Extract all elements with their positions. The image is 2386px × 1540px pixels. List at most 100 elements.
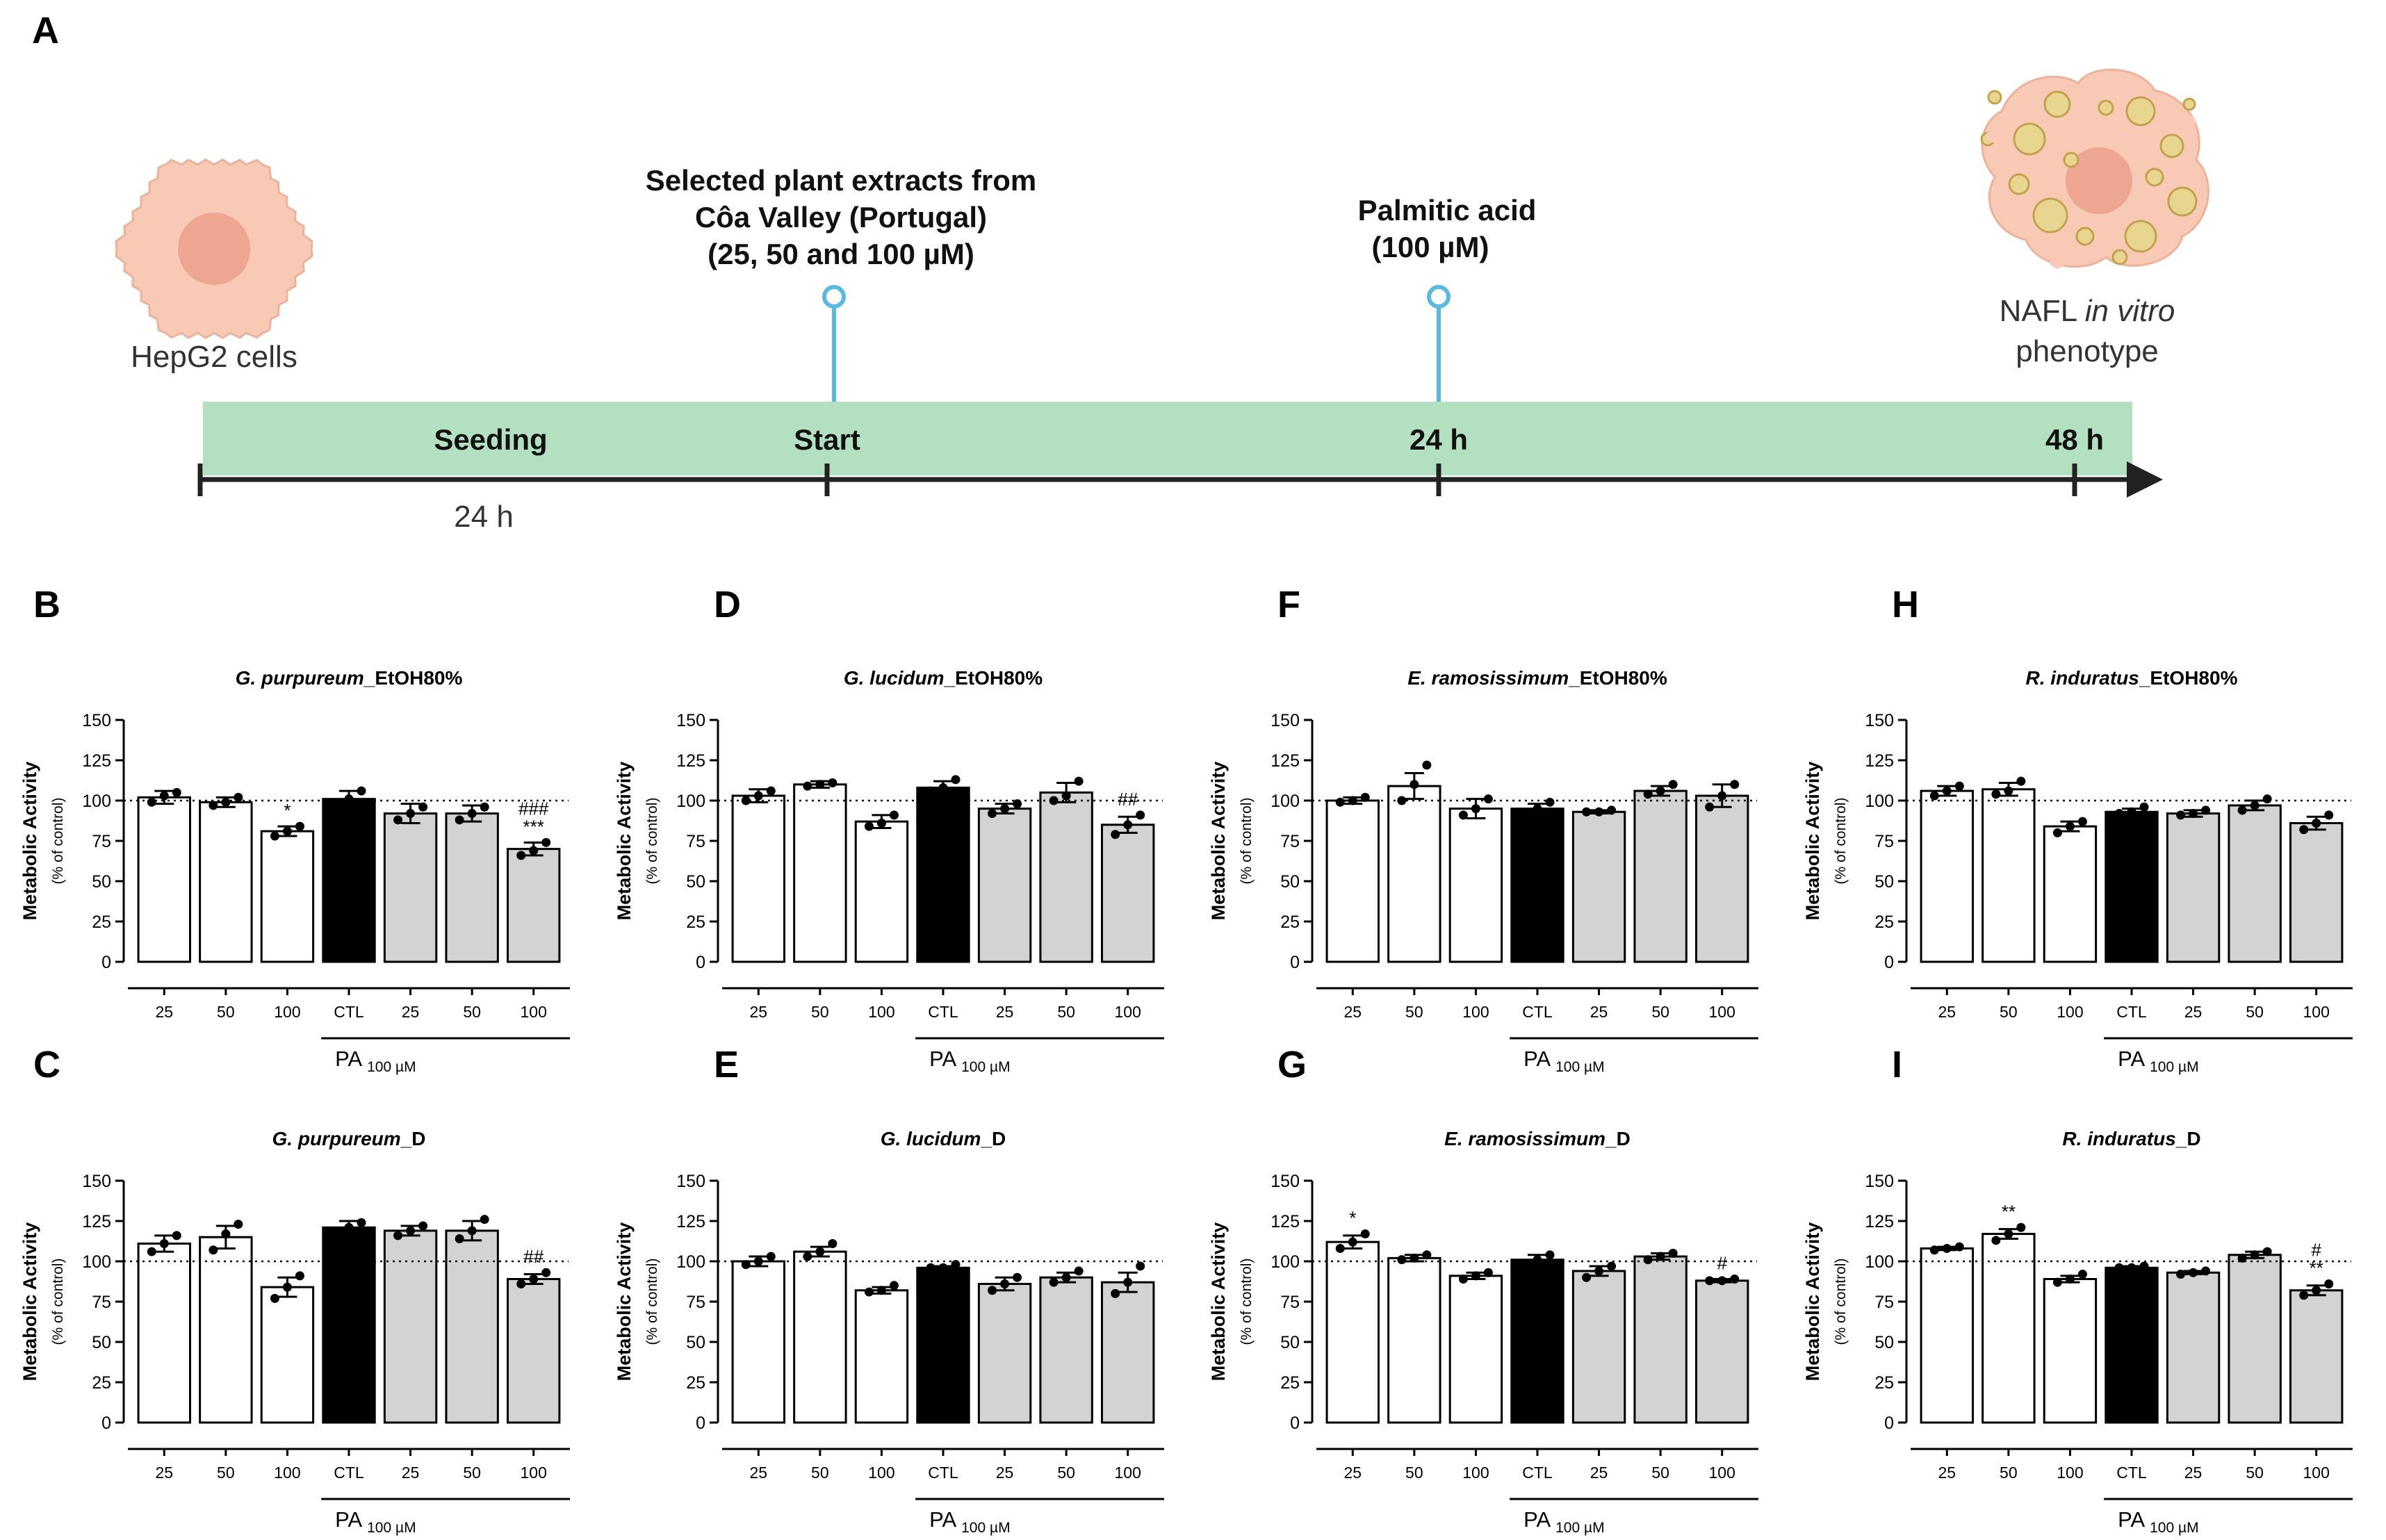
data-point: [529, 1275, 539, 1284]
pa-group-label: PA 100 µM: [1523, 1507, 1604, 1536]
extract-line-3: (25, 50 and 100 µM): [708, 238, 974, 270]
pa-group-label: PA 100 µM: [929, 1047, 1010, 1075]
bar: [2105, 1266, 2159, 1424]
y-axis-label: Metabolic Activity: [1208, 1222, 1229, 1382]
data-point: [1049, 796, 1059, 805]
data-point: [889, 1281, 899, 1291]
significance-marker: #: [1717, 1253, 1727, 1274]
lipid-droplet-icon: [2125, 96, 2156, 126]
bar: [1325, 799, 1380, 963]
bar: [1387, 785, 1441, 963]
data-point: [1942, 786, 1952, 796]
data-point: [393, 1231, 403, 1240]
bar: [2105, 810, 2159, 963]
x-tick-label: 100: [1709, 1464, 1735, 1482]
data-point: [766, 1252, 776, 1261]
y-tick-label: 25: [1874, 912, 1894, 932]
data-point: [1111, 830, 1120, 839]
y-tick-label: 75: [92, 832, 111, 851]
data-point: [357, 1218, 366, 1227]
data-point: [467, 1226, 477, 1236]
data-point: [2114, 809, 2124, 819]
marker-start-icon: [822, 285, 846, 309]
data-point: [344, 1222, 354, 1232]
data-point: [2077, 817, 2087, 826]
data-point: [467, 809, 477, 819]
pa-group-label-text: PA: [929, 1047, 961, 1071]
data-point: [1643, 1255, 1653, 1265]
lipid-droplet-icon: [2013, 122, 2046, 156]
data-point: [1929, 1245, 1939, 1255]
bar: [322, 1226, 376, 1424]
chart-title-suffix: _EtOH80%: [363, 667, 463, 689]
x-tick-label: 100: [868, 1003, 894, 1021]
y-tick-label: 50: [686, 872, 705, 892]
y-tick-label: 125: [1865, 751, 1894, 771]
y-tick-label: 150: [1270, 711, 1300, 730]
data-point: [1656, 1252, 1665, 1261]
y-tick-label: 50: [1874, 1333, 1894, 1352]
x-tick-label: 25: [1590, 1003, 1608, 1021]
data-point: [2114, 1263, 2124, 1272]
data-point: [1929, 791, 1939, 801]
data-point: [541, 1268, 551, 1277]
pa-group-label-text: PA: [1523, 1047, 1555, 1071]
chart-title: G. lucidum_D: [881, 1128, 1006, 1149]
data-point: [221, 1229, 231, 1239]
y-tick-label: 0: [101, 953, 111, 972]
data-point: [2016, 1222, 2026, 1232]
data-point: [1483, 1268, 1493, 1277]
bar: [1981, 1233, 2036, 1424]
data-point: [1348, 796, 1357, 805]
pa-group-sublabel: 100 µM: [2150, 1059, 2198, 1075]
data-point: [1483, 794, 1493, 804]
y-tick-label: 100: [676, 792, 705, 811]
bar: [1510, 808, 1564, 963]
y-tick-label: 125: [1270, 1212, 1300, 1231]
data-point: [753, 1256, 763, 1266]
nafl-label-text: NAFL: [2000, 294, 2085, 328]
lipid-droplet-icon: [2159, 133, 2184, 158]
bar: [199, 801, 253, 963]
chart-panel-f: F E. ramosissimum_EtOH80% 0 25 50 75 100 125 150…: [1208, 584, 1758, 1075]
lipid-droplet-icon: [2167, 186, 2198, 217]
data-point: [2201, 1266, 2211, 1276]
y-tick-label: 75: [1280, 1293, 1300, 1312]
chart-title-species: G. lucidum: [844, 667, 945, 689]
pa-group-label-text: PA: [335, 1047, 367, 1071]
data-point: [2065, 821, 2075, 831]
data-point: [2139, 802, 2149, 812]
pa-group-label-text: PA: [335, 1507, 367, 1532]
data-point: [332, 799, 341, 809]
chart-title-species: R. induratus: [2026, 667, 2139, 689]
x-tick-label: 25: [749, 1464, 767, 1482]
y-tick-label: 125: [82, 1212, 111, 1231]
pa-line-2: (100 µM): [1372, 231, 1489, 263]
data-point: [1730, 1275, 1740, 1284]
data-point: [455, 815, 464, 825]
y-tick-label: 25: [1280, 1373, 1300, 1393]
x-tick-label: 25: [402, 1464, 420, 1482]
x-tick-label: 50: [2246, 1464, 2264, 1482]
timeline-24h: 24 h: [1409, 423, 1468, 456]
data-point: [2299, 1291, 2309, 1300]
x-tick-label: 100: [1462, 1003, 1489, 1021]
lipid-droplet-icon: [2075, 227, 2095, 246]
chart-title-suffix: _D: [980, 1128, 1006, 1149]
panel-letter: G: [1277, 1044, 1307, 1086]
significance-marker: ###: [518, 798, 549, 819]
data-point: [1335, 797, 1345, 807]
x-tick-label: 25: [1590, 1464, 1608, 1482]
data-point: [1705, 802, 1715, 812]
bar: [2289, 821, 2344, 963]
lipid-droplet-icon: [2124, 220, 2157, 253]
data-point: [221, 797, 231, 807]
y-tick-label: 100: [82, 792, 111, 811]
y-tick-label: 0: [696, 1414, 705, 1433]
data-point: [876, 818, 886, 828]
data-point: [2312, 1286, 2321, 1295]
data-point: [815, 1247, 825, 1256]
chart-panel-b: B G. purpureum_EtOH80% 0 25 50 75 100 125 150 Met…: [19, 584, 570, 1075]
extract-line-2: Côa Valley (Portugal): [695, 201, 987, 234]
